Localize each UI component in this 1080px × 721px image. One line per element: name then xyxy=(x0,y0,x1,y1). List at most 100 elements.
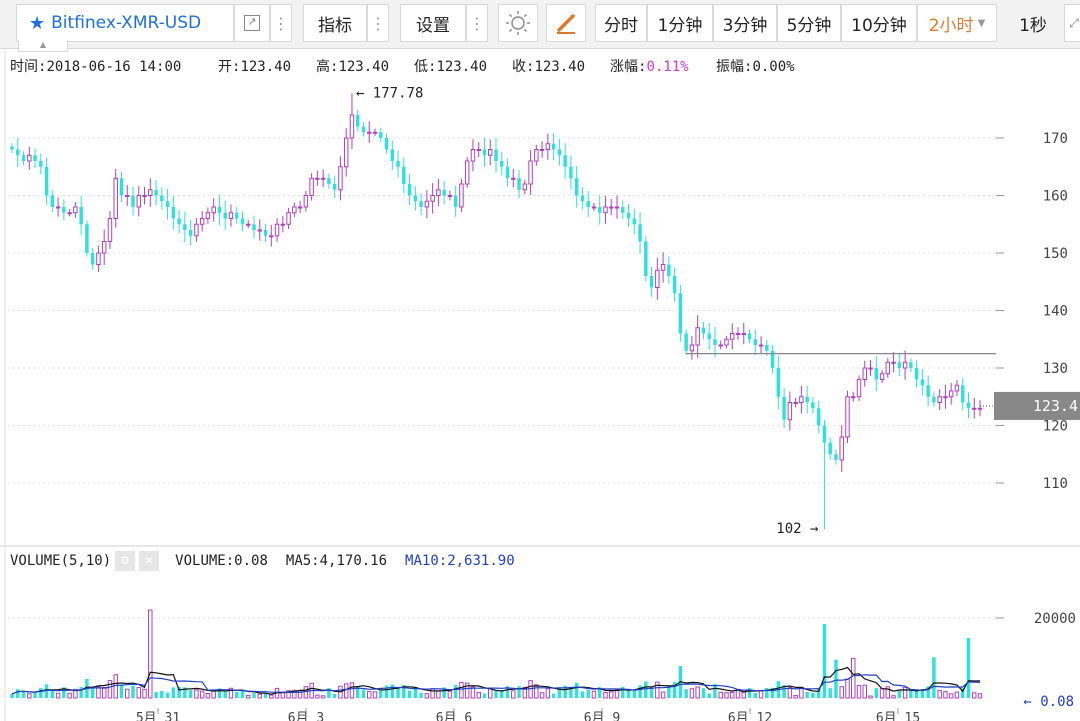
volume-bar-down xyxy=(811,692,815,698)
toolbar-more-1[interactable]: ⋮ xyxy=(270,4,292,42)
symbol-selector[interactable]: ★ Bitfinex-XMR-USD xyxy=(16,4,234,42)
volume-bar-down xyxy=(154,691,158,698)
volume-bar-down xyxy=(563,685,567,698)
x-tick-label: 6月 15 xyxy=(876,711,920,721)
volume-bar-down xyxy=(580,691,585,698)
candle-body-down xyxy=(119,178,124,196)
volume-bar-up xyxy=(205,693,211,699)
interval-tab-2[interactable]: 3分钟 xyxy=(713,4,777,42)
settings-more[interactable]: ⋮ xyxy=(466,4,488,42)
interval-tab-0[interactable]: 分时 xyxy=(595,4,647,42)
candle-body-up xyxy=(67,212,72,215)
candle-body-down xyxy=(563,155,567,167)
candle-body-up xyxy=(977,407,983,410)
candle-body-up xyxy=(741,333,746,335)
caret-up-icon: ▲ xyxy=(39,40,47,49)
indicator-button[interactable]: 指标 xyxy=(303,4,367,42)
candle-body-up xyxy=(73,206,78,214)
theme-toggle-button[interactable] xyxy=(498,4,538,42)
candle-body-up xyxy=(303,195,309,208)
candle-body-down xyxy=(816,408,821,426)
candle-body-down xyxy=(874,368,879,380)
volume-bar-up xyxy=(511,690,516,699)
volume-bar-up xyxy=(320,695,326,699)
volume-info-bar: VOLUME(5,10) ⚙ ✕ VOLUME:0.08 MA5:4,170.1… xyxy=(10,550,515,572)
volume-bar-up xyxy=(534,684,539,699)
candle-body-down xyxy=(557,149,562,156)
popout-button[interactable]: ↗ xyxy=(234,4,270,42)
price-tick-label: 170 xyxy=(1043,131,1068,147)
candle-body-down xyxy=(569,166,573,179)
volume-close-button[interactable]: ✕ xyxy=(139,551,160,571)
volume-bar-down xyxy=(355,686,360,698)
volume-bar-down xyxy=(500,690,504,698)
interval-tab-4[interactable]: 10分钟 xyxy=(841,4,917,42)
volume-bar-up xyxy=(136,686,141,699)
volume-bar-up xyxy=(799,686,804,699)
settings-button[interactable]: 设置 xyxy=(400,4,466,42)
candle-body-up xyxy=(367,131,372,134)
candle-body-up xyxy=(125,195,130,197)
volume-bar-down xyxy=(914,690,919,698)
draw-tool-button[interactable] xyxy=(546,4,586,42)
volume-settings-button[interactable]: ⚙ xyxy=(115,551,136,571)
volume-bar-up xyxy=(528,680,533,699)
volume-bar-down xyxy=(621,687,625,698)
volume-bar-down xyxy=(10,694,14,698)
candle-body-up xyxy=(655,269,660,288)
volume-bar-up xyxy=(614,689,620,699)
candle-body-down xyxy=(90,253,95,265)
volume-bar-down xyxy=(177,686,181,698)
candle-body-up xyxy=(724,338,729,346)
volume-bar-down xyxy=(932,657,936,698)
volume-bar-up xyxy=(430,688,435,699)
candle-body-down xyxy=(632,218,637,225)
volume-bar-down xyxy=(33,692,37,698)
volume-bar-down xyxy=(402,684,406,698)
candle-body-down xyxy=(165,201,170,207)
candle-body-up xyxy=(113,177,118,219)
interval-tab-3[interactable]: 5分钟 xyxy=(777,4,841,42)
more-dots-icon: ⋮ xyxy=(370,13,386,33)
candle-body-down xyxy=(442,189,446,196)
volume-bar-down xyxy=(188,690,193,698)
candle-body-up xyxy=(430,195,435,202)
candle-body-down xyxy=(822,425,827,443)
candle-body-up xyxy=(257,229,262,232)
star-icon[interactable]: ★ xyxy=(29,12,46,34)
candle-body-down xyxy=(85,224,89,253)
candle-body-down xyxy=(909,362,913,368)
time-info: 时间:2018-06-16 14:00 xyxy=(10,59,182,75)
candle-body-down xyxy=(44,166,49,196)
toolbar: ★ Bitfinex-XMR-USD ↗ ⋮ 指标 ⋮ 设置 ⋮ 分时 1分钟 … xyxy=(0,0,1080,49)
candle-body-up xyxy=(539,149,545,151)
interval-label: 分时 xyxy=(604,15,638,36)
volume-bar-up xyxy=(862,684,867,699)
candle-body-down xyxy=(131,195,135,207)
volume-bar-down xyxy=(79,686,83,698)
volume-bar-up xyxy=(972,692,977,699)
interval-tab-6[interactable]: 1秒 xyxy=(1005,4,1061,42)
ohlc-info-bar: 时间:2018-06-16 14:00 开:123.40 高:123.40 低:… xyxy=(0,56,1080,78)
candle-body-up xyxy=(695,327,700,346)
fullscreen-button[interactable]: ⤢ xyxy=(1064,4,1080,42)
sun-icon xyxy=(506,11,530,35)
volume-bar-up xyxy=(891,695,896,699)
candle-body-down xyxy=(240,218,245,225)
candle-body-up xyxy=(799,396,804,403)
interval-tab-1[interactable]: 1分钟 xyxy=(647,4,713,42)
interval-tab-active[interactable]: 2小时 ▼ xyxy=(917,4,997,42)
indicator-more[interactable]: ⋮ xyxy=(367,4,389,42)
candle-body-down xyxy=(419,201,423,207)
candle-body-up xyxy=(96,252,101,265)
volume-bar-up xyxy=(447,690,453,699)
volume-title: VOLUME(5,10) xyxy=(10,553,112,569)
volume-bar-up xyxy=(73,688,78,699)
candle-body-up xyxy=(902,361,908,369)
candle-body-up xyxy=(885,361,891,375)
collapse-toolbar-tab[interactable]: ▲ xyxy=(18,40,68,52)
volume-bar-down xyxy=(805,692,809,698)
candle-body-down xyxy=(234,212,239,219)
candle-body-down xyxy=(517,178,521,190)
